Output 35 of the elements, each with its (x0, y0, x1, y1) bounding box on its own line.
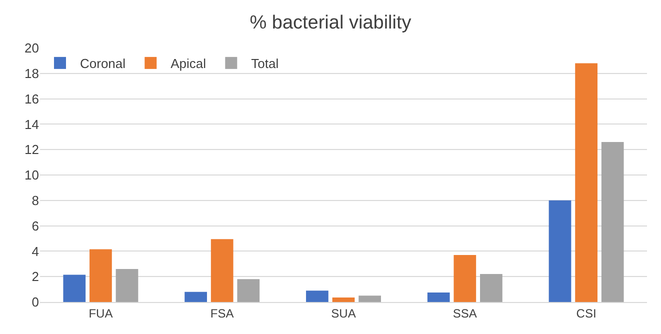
y-tick-label: 20 (24, 40, 39, 56)
bar (90, 249, 112, 302)
x-tick-label: SUA (331, 306, 356, 320)
y-tick-label: 4 (32, 244, 39, 259)
legend-label: Total (251, 56, 279, 72)
y-tick-label: 14 (24, 116, 39, 132)
y-tick-label: 2 (32, 269, 39, 284)
y-tick-label: 8 (32, 192, 39, 208)
bar (306, 290, 328, 302)
bar (63, 274, 86, 302)
x-tick-label: FUA (88, 306, 113, 320)
bar (184, 292, 207, 302)
bar (332, 298, 355, 302)
bar (210, 239, 234, 302)
bar (575, 63, 598, 302)
bar (358, 296, 381, 302)
legend-label: Apical (170, 56, 206, 72)
bar (548, 200, 572, 302)
y-tick-label: 10 (24, 168, 39, 183)
chart-title: % bacterial viability (250, 12, 412, 34)
y-tick-label: 18 (24, 66, 39, 81)
x-tick-label: CSI (576, 306, 596, 320)
bar (237, 279, 260, 302)
bar (454, 255, 476, 302)
bar (601, 142, 624, 302)
y-tick-label: 12 (24, 142, 39, 158)
y-tick-label: 0 (32, 294, 39, 310)
bar (480, 274, 502, 302)
x-tick-label: FSA (210, 306, 234, 320)
legend-label: Coronal (80, 56, 126, 72)
y-tick-label: 16 (24, 91, 39, 106)
bar (427, 292, 450, 302)
x-tick-label: SSA (452, 306, 477, 320)
bar (116, 268, 138, 302)
y-tick-label: 6 (32, 218, 39, 234)
